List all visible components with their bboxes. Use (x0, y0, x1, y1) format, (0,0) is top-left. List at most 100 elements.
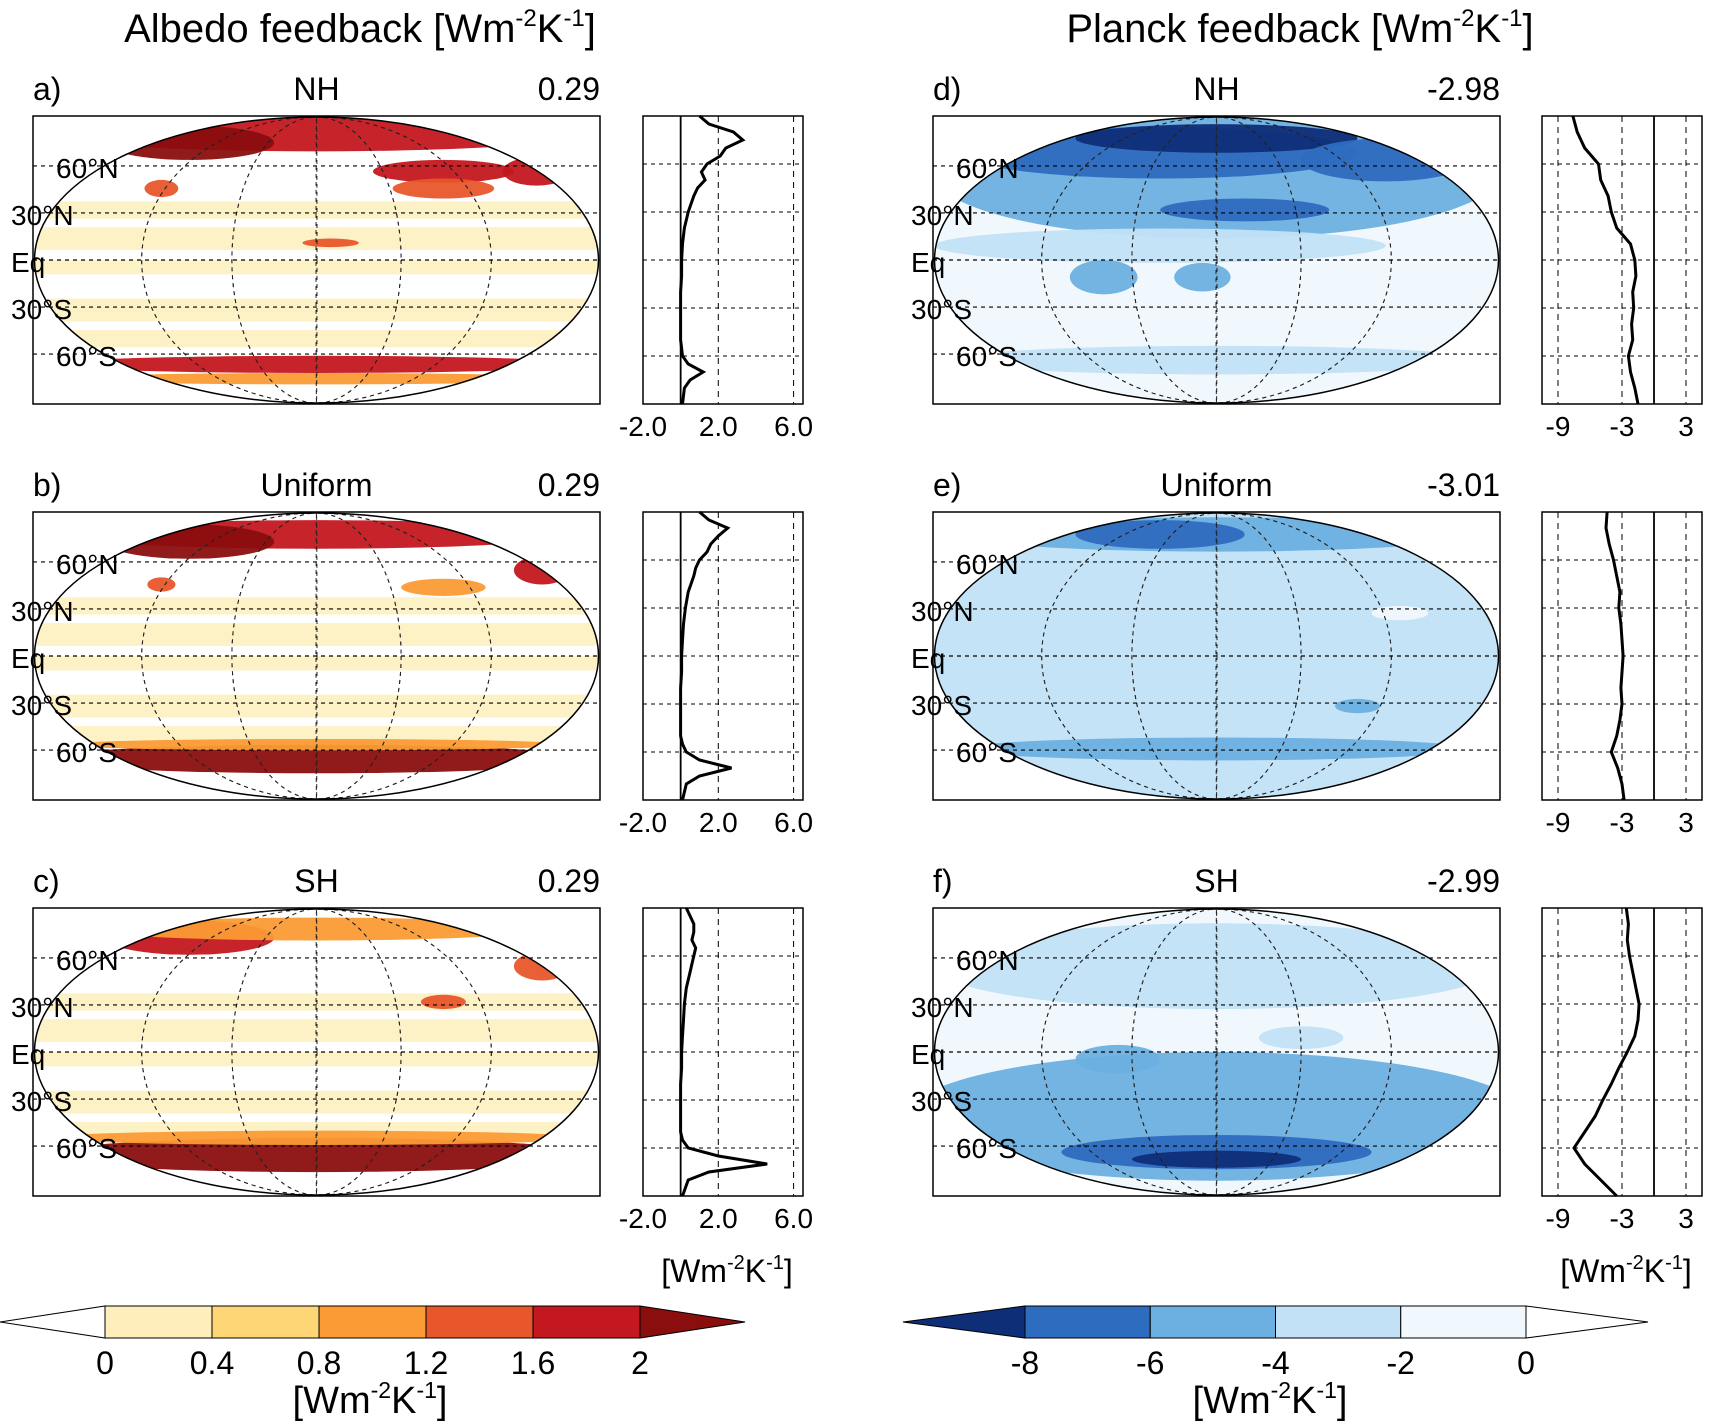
zonal-profile: -9 -3 3 (1541, 115, 1703, 442)
lat-label: 30°N (11, 200, 74, 231)
panel-letter: e) (933, 467, 961, 503)
colorbar-segment (425, 1305, 534, 1339)
lat-label: 30°S (11, 294, 72, 325)
planck-column-title: Planck feedback [Wm-2K-1] (1066, 5, 1533, 51)
colorbar-segment (1024, 1305, 1151, 1339)
colorbar-tick-label: 1.6 (511, 1345, 555, 1381)
panel-letter: d) (933, 71, 961, 107)
profile-tick-label: 6.0 (774, 411, 813, 442)
lat-label: 30°N (911, 992, 974, 1023)
panel-experiment-name: NH (293, 71, 339, 107)
map-field (33, 512, 600, 800)
lat-label: Eq (911, 247, 945, 278)
planck-colorbar-unit: [Wm-2K-1] (1193, 1377, 1348, 1422)
panel-experiment-name: Uniform (260, 467, 372, 503)
panel-a: a) NH 0.29 60°N 30°N Eq 30°S 60°S -2.0 2.0 6.0 (11, 71, 813, 442)
panel-global-mean: 0.29 (538, 467, 600, 503)
panel-global-mean: -3.01 (1427, 467, 1500, 503)
profile-series-line (1571, 115, 1640, 405)
map-field (933, 116, 1500, 404)
profile-tick-label: 6.0 (774, 1203, 813, 1234)
profile-tick-label: 3 (1678, 807, 1694, 838)
panel-e: e) Uniform -3.01 60°N 30°N Eq 30°S 60°S -9 -3 3 (911, 467, 1703, 838)
zonal-profile: -9 -3 3 (1541, 511, 1703, 838)
lat-label: 60°S (956, 1133, 1017, 1164)
lat-label: 60°N (956, 153, 1019, 184)
colorbar-segment (1525, 1305, 1649, 1339)
map-field (933, 908, 1500, 1196)
lat-label: 30°S (911, 294, 972, 325)
profile-tick-label: -9 (1546, 411, 1571, 442)
albedo-colorbar-unit: [Wm-2K-1] (293, 1377, 448, 1422)
lat-label: 60°S (56, 737, 117, 768)
colorbar-segment (639, 1305, 746, 1339)
zonal-profile: -2.0 2.0 6.0 (619, 114, 813, 442)
lat-label: 30°S (911, 690, 972, 721)
colorbar-segment (0, 1305, 106, 1339)
colorbar-tick-label: 0 (96, 1345, 114, 1381)
profile-series-line (679, 907, 768, 1197)
colorbar-segment (1149, 1305, 1276, 1339)
colorbar-tick-label: 0.4 (190, 1345, 234, 1381)
colorbar-segment (902, 1305, 1026, 1339)
zonal-profile: -9 -3 3 (1541, 907, 1703, 1234)
lat-label: 60°N (56, 549, 119, 580)
colorbar-tick-label: 0 (1517, 1345, 1535, 1381)
panel-b: b) Uniform 0.29 60°N 30°N Eq 30°S 60°S -2.0 2.0 6.… (11, 467, 813, 838)
panel-letter: c) (33, 863, 60, 899)
lat-label: 60°S (56, 1133, 117, 1164)
panel-experiment-name: Uniform (1160, 467, 1272, 503)
profile-series-line (1604, 511, 1626, 801)
lat-label: 30°S (11, 690, 72, 721)
zonal-profile: -2.0 2.0 6.0 (619, 907, 813, 1234)
panel-f: f) SH -2.99 60°N 30°N Eq 30°S 60°S -9 -3 3 (911, 863, 1703, 1234)
map-field (33, 116, 600, 404)
colorbar-segment (1400, 1305, 1527, 1339)
profile-series-line (679, 114, 746, 405)
profile-tick-label: 2.0 (699, 411, 738, 442)
lat-label: 30°N (911, 596, 974, 627)
colorbar-tick-label: 1.2 (404, 1345, 448, 1381)
panel-experiment-name: SH (294, 863, 338, 899)
lat-label: 60°S (56, 341, 117, 372)
colorbar-segment (1275, 1305, 1402, 1339)
albedo-colorbar: 0 0.4 0.8 1.2 1.6 2 (0, 1305, 746, 1381)
lat-label: Eq (11, 643, 45, 674)
lat-label: 60°S (956, 737, 1017, 768)
profile-series-line (679, 510, 732, 801)
lat-label: 60°N (956, 945, 1019, 976)
colorbar-segment (532, 1305, 641, 1339)
profile-tick-label: -3 (1610, 1203, 1635, 1234)
lat-label: Eq (911, 1039, 945, 1070)
lat-label: Eq (911, 643, 945, 674)
lat-label: Eq (11, 247, 45, 278)
lat-label: Eq (11, 1039, 45, 1070)
panel-letter: f) (933, 863, 953, 899)
profile-tick-label: 2.0 (699, 1203, 738, 1234)
planck-profile-unit: [Wm-2K-1] (1560, 1252, 1692, 1289)
colorbar-tick-label: -2 (1387, 1345, 1415, 1381)
panel-letter: a) (33, 71, 61, 107)
lat-label: 30°S (11, 1086, 72, 1117)
profile-tick-label: 3 (1678, 411, 1694, 442)
lat-label: 60°N (956, 549, 1019, 580)
profile-tick-label: 3 (1678, 1203, 1694, 1234)
panel-experiment-name: NH (1193, 71, 1239, 107)
albedo-profile-unit: [Wm-2K-1] (661, 1252, 793, 1289)
panel-experiment-name: SH (1194, 863, 1238, 899)
profile-tick-label: -9 (1546, 1203, 1571, 1234)
panel-global-mean: 0.29 (538, 71, 600, 107)
profile-tick-label: -2.0 (619, 411, 667, 442)
profile-tick-label: -2.0 (619, 807, 667, 838)
colorbar-tick-label: 0.8 (297, 1345, 341, 1381)
lat-label: 60°S (956, 341, 1017, 372)
colorbar-tick-label: -6 (1136, 1345, 1164, 1381)
profile-tick-label: 6.0 (774, 807, 813, 838)
profile-tick-label: -3 (1610, 807, 1635, 838)
profile-tick-label: -3 (1610, 411, 1635, 442)
profile-tick-label: 2.0 (699, 807, 738, 838)
colorbar-tick-label: -4 (1261, 1345, 1289, 1381)
colorbar-segment (104, 1305, 213, 1339)
profile-tick-label: -9 (1546, 807, 1571, 838)
lat-label: 30°N (911, 200, 974, 231)
